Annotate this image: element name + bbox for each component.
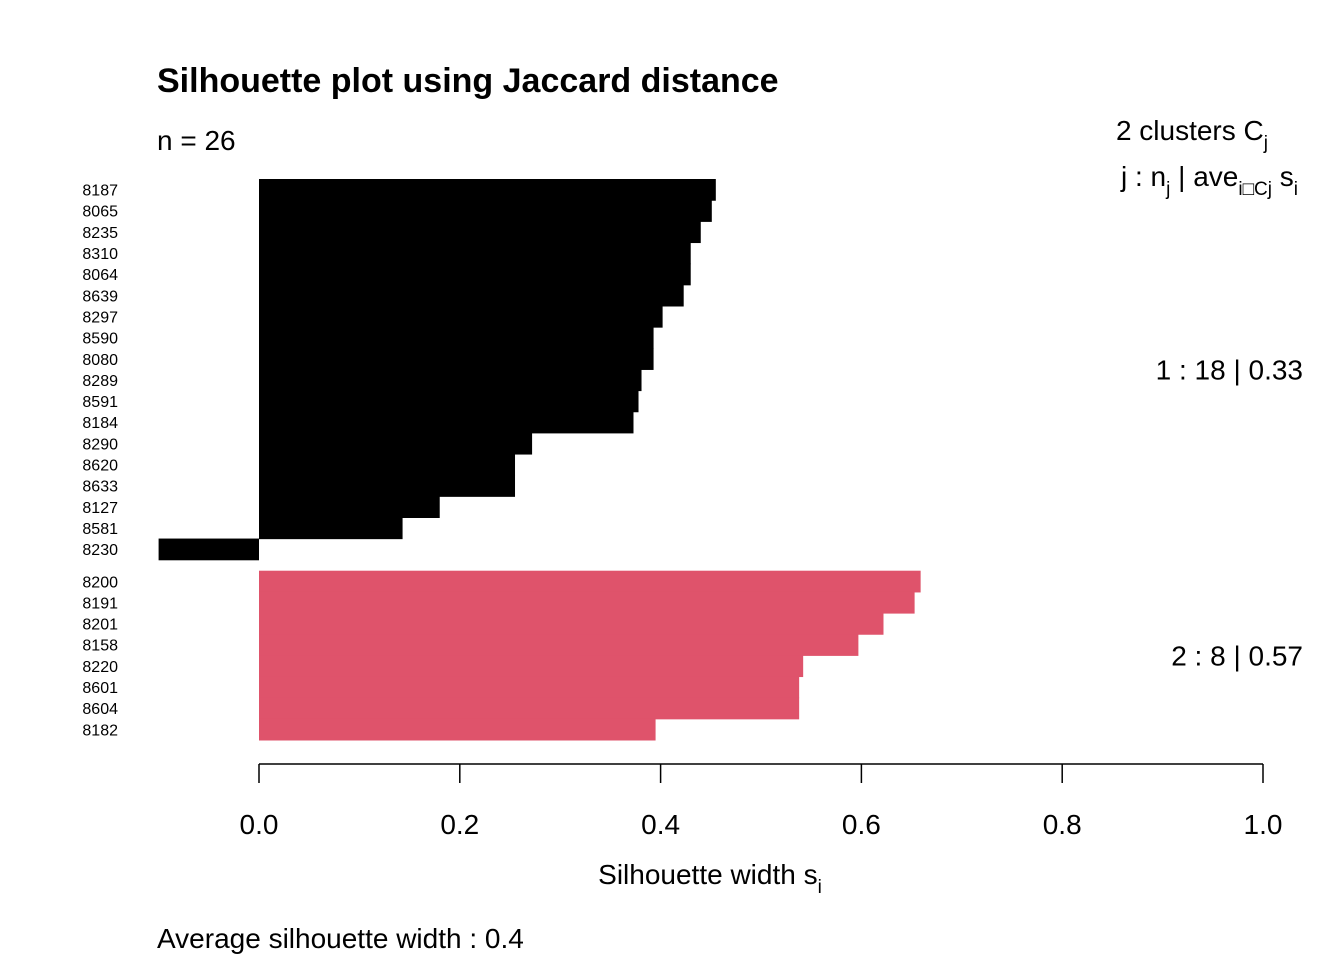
row-label: 8310 bbox=[82, 246, 118, 263]
row-label: 8601 bbox=[82, 680, 118, 697]
row-label: 8158 bbox=[82, 638, 118, 655]
silhouette-bar bbox=[259, 613, 884, 635]
x-tick-label: 0.4 bbox=[641, 809, 680, 840]
x-axis: 0.0 0.2 0.4 0.6 0.8 1.0 bbox=[240, 763, 1283, 840]
row-label: 8201 bbox=[82, 617, 118, 634]
row-label: 8065 bbox=[82, 204, 118, 221]
silhouette-bar bbox=[259, 475, 516, 497]
silhouette-bar bbox=[259, 369, 642, 392]
silhouette-bar bbox=[158, 538, 259, 561]
silhouette-bar bbox=[259, 327, 654, 349]
row-label: 8639 bbox=[82, 288, 118, 305]
row-label: 8633 bbox=[82, 479, 118, 496]
x-axis-label-text: Silhouette width s bbox=[598, 859, 817, 890]
row-label: 8191 bbox=[82, 595, 118, 612]
silhouette-bar bbox=[259, 348, 654, 370]
cluster-labels-layer: 1 : 18 | 0.33 2 : 8 | 0.57 bbox=[1156, 354, 1303, 671]
silhouette-bar bbox=[259, 390, 639, 413]
silhouette-bar bbox=[259, 496, 440, 518]
row-label: 8297 bbox=[82, 309, 118, 326]
x-tick-label: 0.6 bbox=[842, 809, 881, 840]
row-label: 8187 bbox=[82, 183, 118, 200]
row-label: 8220 bbox=[82, 659, 118, 676]
cluster-summary-label: 1 : 18 | 0.33 bbox=[1156, 354, 1303, 385]
row-label: 8064 bbox=[82, 267, 118, 284]
silhouette-bar bbox=[259, 242, 691, 265]
silhouette-bar bbox=[259, 221, 701, 244]
row-label: 8590 bbox=[82, 331, 118, 348]
row-label: 8289 bbox=[82, 373, 118, 390]
x-tick-label: 0.0 bbox=[240, 809, 279, 840]
x-tick-label: 0.2 bbox=[440, 809, 479, 840]
formula-ave-subscript: i□Cj bbox=[1238, 179, 1272, 200]
x-axis-label-subscript: i bbox=[818, 877, 822, 898]
row-label: 8184 bbox=[82, 415, 118, 432]
legend-header: 2 clusters Cj j : nj | avei□Cj si bbox=[1116, 115, 1298, 200]
silhouette-bar bbox=[259, 453, 516, 476]
x-tick-label: 1.0 bbox=[1244, 809, 1283, 840]
silhouette-bar bbox=[259, 263, 691, 286]
chart-title: Silhouette plot using Jaccard distance bbox=[157, 62, 779, 100]
cluster-count-label: 2 clusters Cj bbox=[1116, 115, 1268, 154]
silhouette-bar bbox=[259, 200, 712, 222]
row-label: 8235 bbox=[82, 225, 118, 242]
cluster-count-subscript: j bbox=[1263, 133, 1268, 154]
row-label: 8290 bbox=[82, 436, 118, 453]
silhouette-bar bbox=[259, 432, 533, 455]
silhouette-bar bbox=[259, 517, 403, 540]
n-label: n = 26 bbox=[157, 125, 236, 156]
row-label: 8591 bbox=[82, 394, 118, 411]
cluster-count-text: 2 clusters C bbox=[1116, 115, 1264, 146]
silhouette-bar bbox=[259, 634, 859, 656]
x-axis-label: Silhouette width si bbox=[598, 859, 822, 898]
row-labels-layer: 8187 8065 8235 8310 8064 8639 8297 8590 8080 8289… bbox=[82, 183, 118, 740]
silhouette-bar bbox=[259, 570, 921, 593]
row-label: 8230 bbox=[82, 542, 118, 559]
row-label: 8200 bbox=[82, 574, 118, 591]
row-label: 8080 bbox=[82, 352, 118, 369]
formula-ave: | ave bbox=[1170, 161, 1238, 192]
row-label: 8620 bbox=[82, 458, 118, 475]
row-label: 8127 bbox=[82, 500, 118, 517]
silhouette-bar bbox=[259, 179, 716, 201]
silhouette-bar bbox=[259, 655, 804, 678]
row-label: 8182 bbox=[82, 722, 118, 739]
row-label: 8604 bbox=[82, 701, 118, 718]
formula-s-subscript: i bbox=[1294, 179, 1298, 200]
average-silhouette-footer: Average silhouette width : 0.4 bbox=[157, 923, 524, 954]
silhouette-bar bbox=[259, 697, 800, 720]
row-label: 8581 bbox=[82, 521, 118, 538]
cluster-summary-label: 2 : 8 | 0.57 bbox=[1171, 640, 1303, 671]
silhouette-bar bbox=[259, 591, 915, 614]
formula-s: s bbox=[1272, 161, 1294, 192]
silhouette-bar bbox=[259, 305, 663, 328]
silhouette-bar bbox=[259, 411, 634, 434]
legend-formula: j : nj | avei□Cj si bbox=[1120, 161, 1298, 200]
formula-j: j : n bbox=[1120, 161, 1166, 192]
bars-layer bbox=[158, 179, 921, 741]
formula-j-subscript: j bbox=[1165, 179, 1170, 200]
silhouette-bar bbox=[259, 676, 800, 699]
x-tick-label: 0.8 bbox=[1043, 809, 1082, 840]
silhouette-bar bbox=[259, 284, 684, 307]
silhouette-bar bbox=[259, 718, 656, 741]
